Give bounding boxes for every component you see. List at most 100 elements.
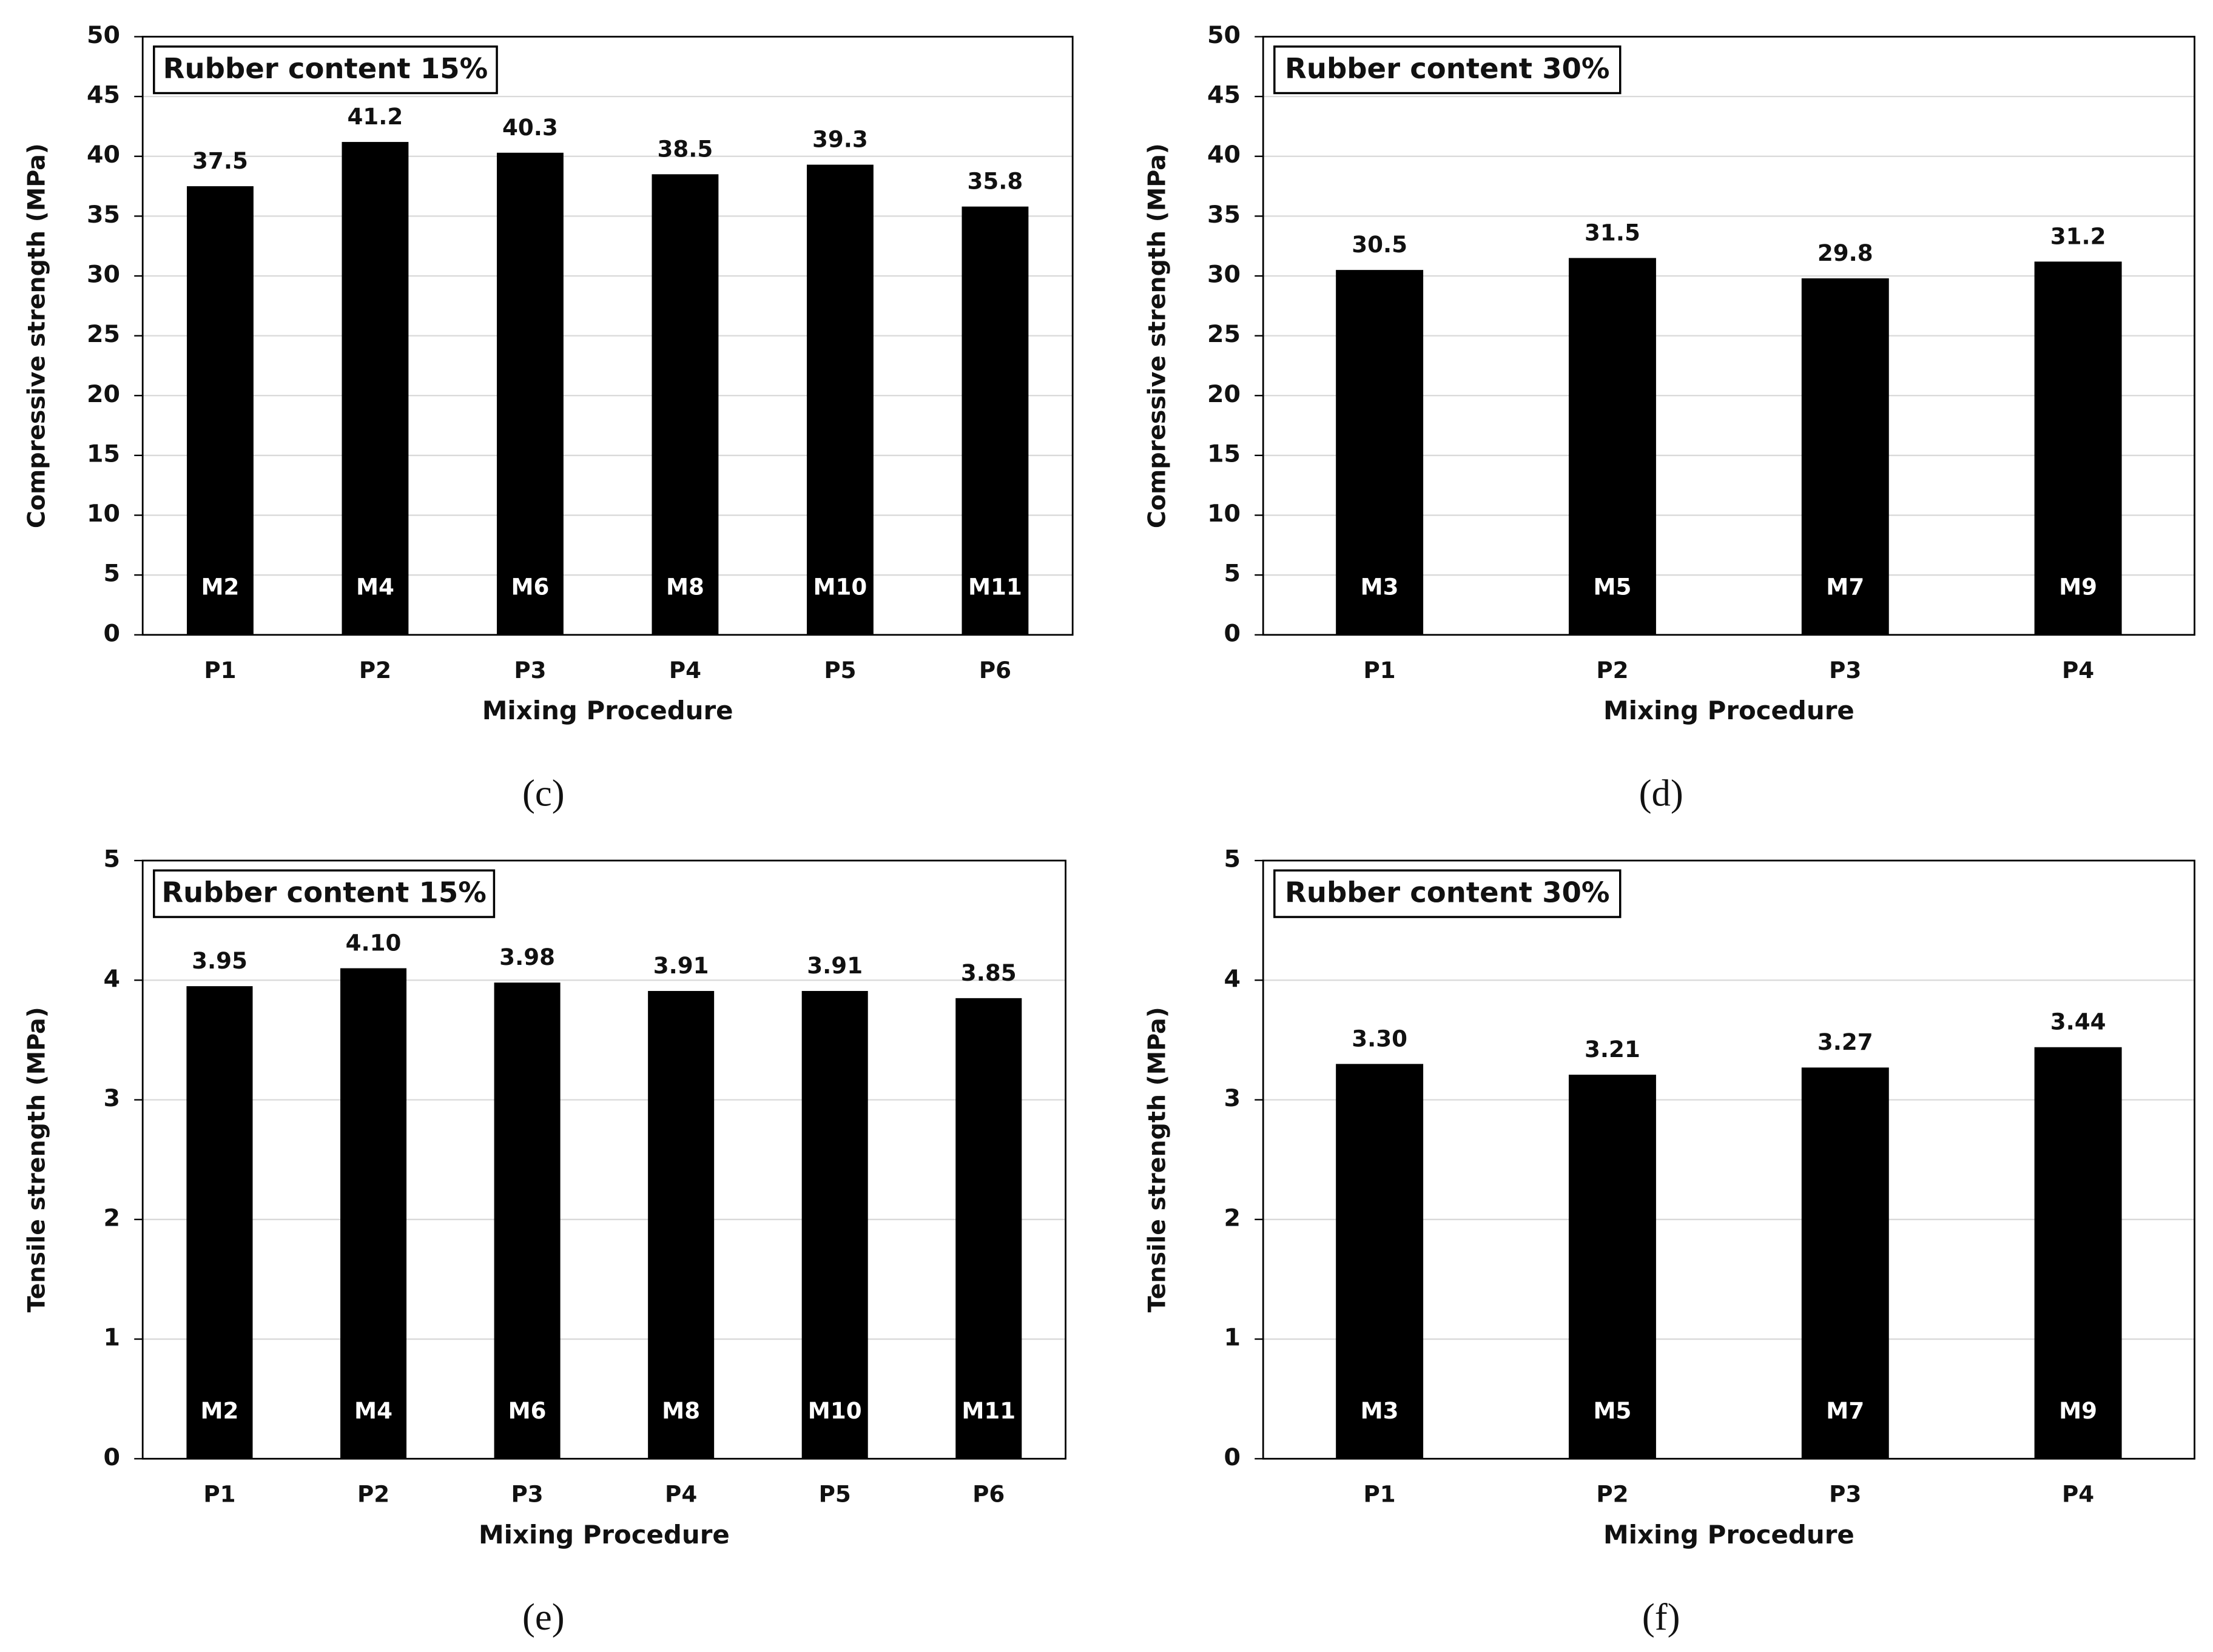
- y-tick-label: 2: [1224, 1204, 1241, 1232]
- y-tick-label: 45: [87, 81, 120, 109]
- bar: [1568, 258, 1656, 635]
- x-axis-label: Mixing Procedure: [482, 696, 733, 725]
- value-label: 38.5: [658, 135, 713, 162]
- y-tick-label: 0: [103, 619, 120, 647]
- bar-label: M4: [356, 574, 394, 600]
- value-label: 39.3: [812, 126, 868, 153]
- value-label: 3.98: [499, 944, 555, 970]
- value-label: 41.2: [348, 103, 403, 130]
- y-tick-label: 2: [103, 1204, 120, 1232]
- x-axis-label: Mixing Procedure: [479, 1520, 730, 1550]
- bar: [497, 152, 564, 635]
- bar-label: M6: [508, 1397, 547, 1424]
- y-tick-label: 5: [103, 560, 120, 588]
- bar: [186, 986, 253, 1459]
- bar: [342, 142, 409, 635]
- x-tick-label: P6: [979, 657, 1011, 683]
- x-tick-label: P4: [665, 1480, 697, 1507]
- y-tick-label: 25: [87, 320, 120, 348]
- x-tick-label: P1: [204, 657, 236, 683]
- panel-label: (e): [522, 1596, 565, 1638]
- chart-title: Rubber content 30%: [1285, 52, 1610, 85]
- y-tick-label: 35: [1207, 201, 1241, 229]
- y-tick-label: 5: [1224, 845, 1241, 873]
- bar: [1336, 270, 1424, 635]
- bar-label: M11: [962, 1397, 1016, 1424]
- y-tick-label: 1: [1224, 1324, 1241, 1352]
- value-label: 29.8: [1817, 240, 1873, 266]
- value-label: 3.44: [2050, 1009, 2106, 1035]
- bar-label: M5: [1593, 574, 1631, 600]
- bar-label: M7: [1826, 1397, 1864, 1424]
- plot-frame: [1262, 859, 2195, 1460]
- x-tick-label: P2: [359, 657, 391, 683]
- x-tick-label: P4: [2062, 1480, 2094, 1507]
- value-label: 31.2: [2050, 223, 2106, 249]
- x-tick-label: P3: [514, 657, 546, 683]
- bar-label: M3: [1361, 1397, 1399, 1424]
- y-tick-label: 25: [1207, 320, 1241, 348]
- plot-frame: [141, 859, 1066, 1460]
- x-tick-label: P5: [824, 657, 856, 683]
- y-tick-label: 0: [1224, 619, 1241, 647]
- x-tick-label: P3: [1829, 657, 1861, 683]
- panel-label: (d): [1639, 772, 1683, 814]
- x-tick-label: P6: [972, 1480, 1005, 1507]
- bar: [962, 206, 1029, 635]
- y-tick-label: 40: [1207, 141, 1241, 169]
- x-axis-label: Mixing Procedure: [1603, 696, 1854, 725]
- x-tick-label: P1: [1364, 657, 1396, 683]
- x-tick-label: P3: [511, 1480, 544, 1507]
- y-axis-label: Tensile strength (MPa): [1144, 1007, 1171, 1312]
- value-label: 40.3: [502, 114, 558, 141]
- y-tick-label: 10: [87, 500, 120, 528]
- bar: [801, 991, 868, 1459]
- x-tick-label: P1: [1364, 1480, 1396, 1507]
- x-tick-label: P1: [203, 1480, 235, 1507]
- bar: [955, 998, 1022, 1459]
- bar: [806, 164, 874, 635]
- chart-title: Rubber content 15%: [163, 52, 488, 85]
- x-tick-label: P2: [357, 1480, 389, 1507]
- bar: [1801, 1067, 1889, 1459]
- title-box: [1273, 869, 1622, 918]
- bar: [1801, 278, 1889, 635]
- panel-label: (c): [522, 772, 565, 814]
- y-tick-label: 15: [87, 440, 120, 468]
- bar: [2034, 1047, 2122, 1459]
- bar: [187, 186, 254, 635]
- y-tick-label: 0: [1224, 1443, 1241, 1471]
- y-tick-label: 45: [1207, 81, 1241, 109]
- value-label: 30.5: [1352, 231, 1407, 258]
- y-tick-label: 5: [103, 845, 120, 873]
- bar-label: M9: [2059, 1397, 2097, 1424]
- y-tick-label: 50: [1207, 21, 1241, 49]
- plot-frame: [1262, 36, 2195, 636]
- value-label: 4.10: [346, 929, 402, 956]
- y-tick-label: 20: [87, 380, 120, 408]
- y-tick-label: 10: [1207, 500, 1241, 528]
- bar-label: M8: [662, 1397, 700, 1424]
- x-tick-label: P2: [1596, 657, 1628, 683]
- bar: [648, 991, 715, 1459]
- y-tick-label: 35: [87, 201, 120, 229]
- x-tick-label: P3: [1829, 1480, 1861, 1507]
- x-tick-label: P4: [2062, 657, 2094, 683]
- bar-label: M5: [1593, 1397, 1631, 1424]
- bar-label: M3: [1361, 574, 1399, 600]
- y-tick-label: 1: [103, 1324, 120, 1352]
- y-axis-label: Compressive strength (MPa): [1144, 143, 1171, 528]
- bar-label: M10: [813, 574, 867, 600]
- bar: [2034, 261, 2122, 635]
- value-label: 3.30: [1352, 1025, 1407, 1052]
- value-label: 35.8: [968, 168, 1023, 195]
- bar: [494, 982, 561, 1459]
- x-tick-label: P2: [1596, 1480, 1628, 1507]
- y-tick-label: 4: [1224, 965, 1241, 993]
- bar: [340, 968, 407, 1459]
- value-label: 3.27: [1817, 1029, 1873, 1055]
- y-tick-label: 4: [103, 965, 120, 993]
- value-label: 37.5: [192, 147, 248, 174]
- y-tick-label: 0: [103, 1443, 120, 1471]
